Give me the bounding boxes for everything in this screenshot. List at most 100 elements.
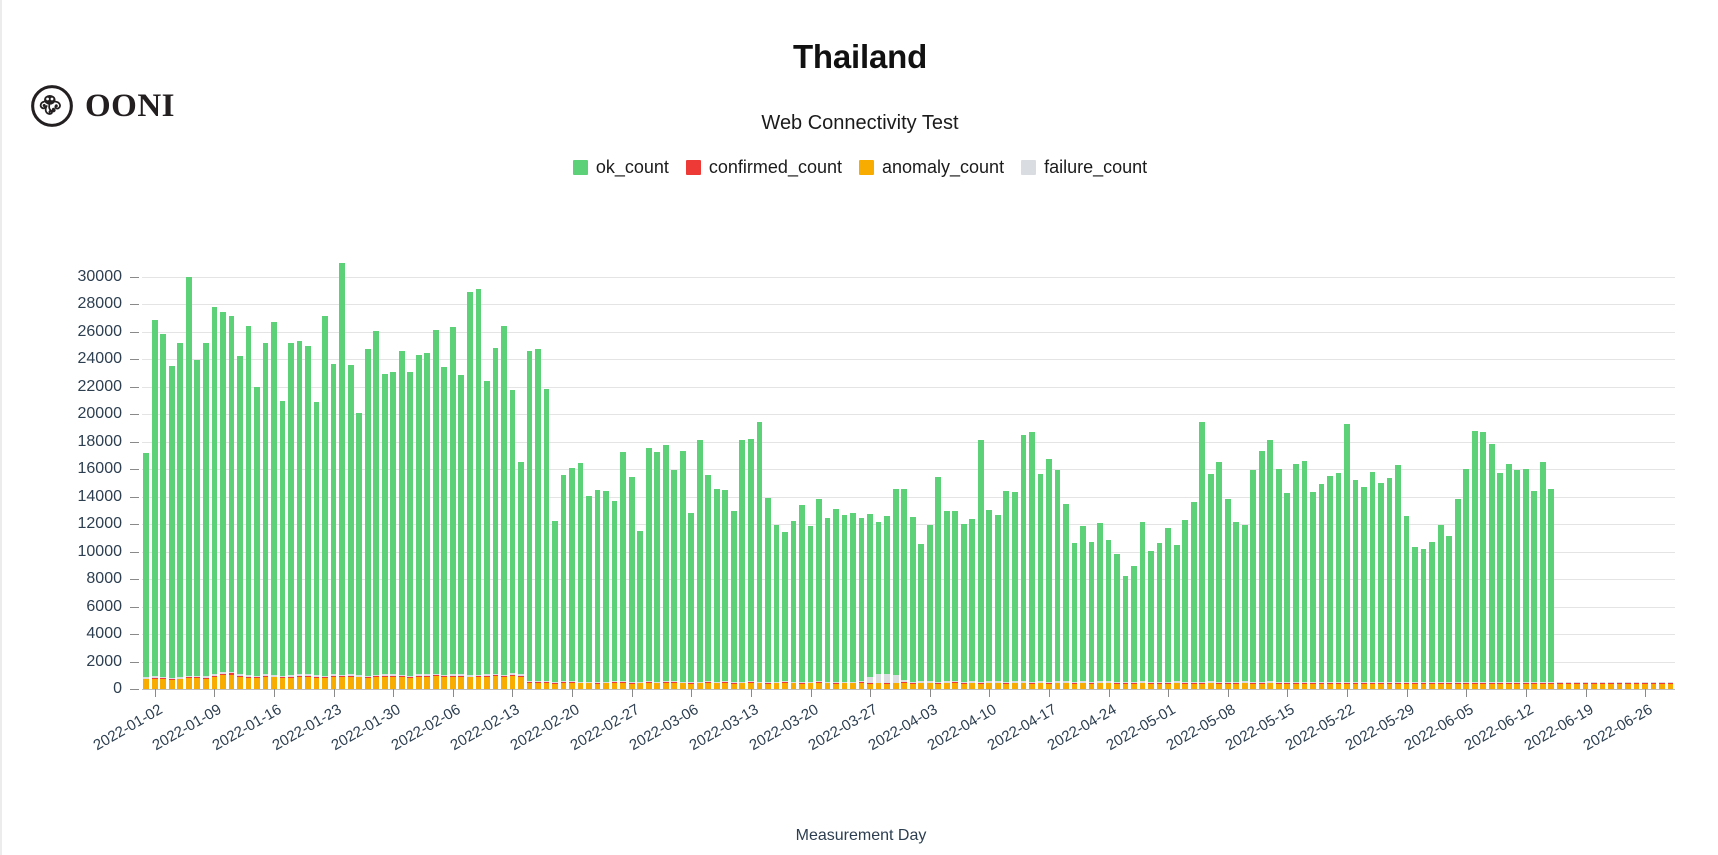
bar-column[interactable] <box>721 263 730 689</box>
bar-column[interactable] <box>857 263 866 689</box>
bar-column[interactable] <box>423 263 432 689</box>
bar-column[interactable] <box>551 263 560 689</box>
bar-column[interactable] <box>474 263 483 689</box>
bar-column[interactable] <box>227 263 236 689</box>
bar-column[interactable] <box>610 263 619 689</box>
bar-column[interactable] <box>1155 263 1164 689</box>
legend-item-anomaly-count[interactable]: anomaly_count <box>858 157 1004 178</box>
bar-column[interactable] <box>236 263 245 689</box>
bar-column[interactable] <box>951 263 960 689</box>
bar-column[interactable] <box>1019 263 1028 689</box>
bar-column[interactable] <box>559 263 568 689</box>
bar-column[interactable] <box>415 263 424 689</box>
bar-column[interactable] <box>917 263 926 689</box>
bar-column[interactable] <box>1462 263 1471 689</box>
bar-column[interactable] <box>713 263 722 689</box>
bar-column[interactable] <box>244 263 253 689</box>
bar-column[interactable] <box>994 263 1003 689</box>
bar-column[interactable] <box>1138 263 1147 689</box>
bar-column[interactable] <box>1343 263 1352 689</box>
bar-column[interactable] <box>389 263 398 689</box>
bar-column[interactable] <box>968 263 977 689</box>
bar-column[interactable] <box>355 263 364 689</box>
bar-column[interactable] <box>432 263 441 689</box>
bar-column[interactable] <box>1249 263 1258 689</box>
bar-column[interactable] <box>1326 263 1335 689</box>
bar-column[interactable] <box>1147 263 1156 689</box>
bar-column[interactable] <box>772 263 781 689</box>
bar-column[interactable] <box>1232 263 1241 689</box>
bar-column[interactable] <box>525 263 534 689</box>
bar-column[interactable] <box>866 263 875 689</box>
bar-column[interactable] <box>1181 263 1190 689</box>
bar-column[interactable] <box>1445 263 1454 689</box>
bar-column[interactable] <box>1411 263 1420 689</box>
bar-column[interactable] <box>798 263 807 689</box>
bar-column[interactable] <box>576 263 585 689</box>
bar-column[interactable] <box>517 263 526 689</box>
bar-column[interactable] <box>449 263 458 689</box>
bar-column[interactable] <box>508 263 517 689</box>
bar-column[interactable] <box>781 263 790 689</box>
bar-column[interactable] <box>840 263 849 689</box>
bar-column[interactable] <box>815 263 824 689</box>
bar-column[interactable] <box>925 263 934 689</box>
bar-column[interactable] <box>1649 263 1658 689</box>
bar-column[interactable] <box>1300 263 1309 689</box>
bar-column[interactable] <box>380 263 389 689</box>
bar-column[interactable] <box>1062 263 1071 689</box>
bar-column[interactable] <box>1334 263 1343 689</box>
bar-column[interactable] <box>730 263 739 689</box>
bar-column[interactable] <box>185 263 194 689</box>
bar-column[interactable] <box>491 263 500 689</box>
bar-column[interactable] <box>1530 263 1539 689</box>
bar-column[interactable] <box>1505 263 1514 689</box>
bar-column[interactable] <box>849 263 858 689</box>
bar-column[interactable] <box>1317 263 1326 689</box>
bar-column[interactable] <box>1011 263 1020 689</box>
bar-column[interactable] <box>1590 263 1599 689</box>
bar-column[interactable] <box>1215 263 1224 689</box>
bar-column[interactable] <box>1556 263 1565 689</box>
bar-column[interactable] <box>1607 263 1616 689</box>
bar-column[interactable] <box>1573 263 1582 689</box>
bar-column[interactable] <box>1385 263 1394 689</box>
bar-column[interactable] <box>1198 263 1207 689</box>
bar-column[interactable] <box>1164 263 1173 689</box>
bar-column[interactable] <box>1087 263 1096 689</box>
bar-column[interactable] <box>304 263 313 689</box>
bar-column[interactable] <box>202 263 211 689</box>
bar-column[interactable] <box>1241 263 1250 689</box>
bar-column[interactable] <box>500 263 509 689</box>
bar-column[interactable] <box>1045 263 1054 689</box>
bar-column[interactable] <box>219 263 228 689</box>
bar-column[interactable] <box>278 263 287 689</box>
bar-column[interactable] <box>1581 263 1590 689</box>
bar-column[interactable] <box>687 263 696 689</box>
bar-column[interactable] <box>806 263 815 689</box>
bar-column[interactable] <box>942 263 951 689</box>
bar-column[interactable] <box>1564 263 1573 689</box>
bar-column[interactable] <box>1632 263 1641 689</box>
bar-column[interactable] <box>1479 263 1488 689</box>
bar-column[interactable] <box>287 263 296 689</box>
bar-column[interactable] <box>1172 263 1181 689</box>
bar-column[interactable] <box>823 263 832 689</box>
bar-column[interactable] <box>168 263 177 689</box>
bar-column[interactable] <box>338 262 347 689</box>
bar-column[interactable] <box>151 263 160 689</box>
bar-column[interactable] <box>1394 263 1403 689</box>
bar-column[interactable] <box>1079 263 1088 689</box>
bar-column[interactable] <box>1470 263 1479 689</box>
bar-column[interactable] <box>159 263 168 689</box>
bar-column[interactable] <box>270 263 279 689</box>
bar-column[interactable] <box>1096 263 1105 689</box>
bar-column[interactable] <box>644 263 653 689</box>
bar-column[interactable] <box>483 263 492 689</box>
bar-column[interactable] <box>593 263 602 689</box>
bar-column[interactable] <box>1641 263 1650 689</box>
bar-column[interactable] <box>585 263 594 689</box>
bar-column[interactable] <box>1402 263 1411 689</box>
bar-column[interactable] <box>253 263 262 689</box>
bar-column[interactable] <box>457 263 466 689</box>
